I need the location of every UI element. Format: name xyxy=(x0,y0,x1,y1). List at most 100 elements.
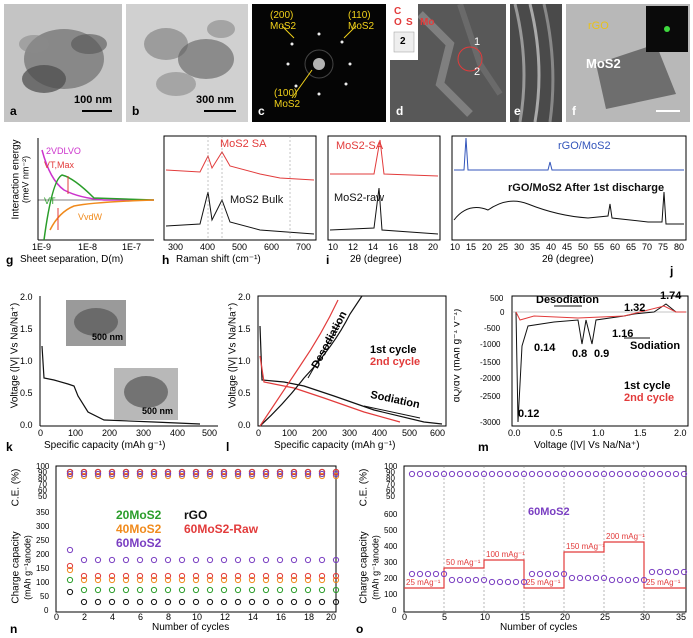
l-xlabel: Specific capacity (mAh g⁻¹) xyxy=(274,440,396,451)
n-legend-rgo: rGO xyxy=(184,508,208,522)
g-curve-vt: VT xyxy=(44,196,56,206)
panel-l: Desodiation Sodiation 1st cycle 2nd cycl… xyxy=(224,286,450,456)
n-ce-marker xyxy=(108,468,116,476)
n-cap-marker xyxy=(80,598,88,606)
n-ce-marker xyxy=(290,468,298,476)
n-ce-marker xyxy=(164,468,172,476)
n-cap-marker xyxy=(108,576,116,584)
n-cap-marker xyxy=(220,572,228,580)
n-ytick-3: 150 xyxy=(36,564,50,573)
o-cap-marker xyxy=(576,574,584,582)
o-cap-marker xyxy=(552,570,560,578)
o-cap-marker xyxy=(432,570,440,578)
n-cap-marker xyxy=(150,576,158,584)
d-legend-o: O xyxy=(394,17,402,28)
n-cap-marker xyxy=(332,556,340,564)
n-cap-marker xyxy=(178,586,186,594)
m-ytick-5: -2000 xyxy=(480,374,501,383)
o-rate-4: 150 mAg⁻¹ xyxy=(566,542,605,551)
n-ytick-5: 250 xyxy=(36,536,50,545)
k-xtick-5: 500 xyxy=(202,428,218,438)
panel-m: Desodiation Sodiation 1.32 1.74 0.14 1.1… xyxy=(454,286,690,456)
n-xtick-3: 6 xyxy=(138,612,144,622)
n-ce-marker xyxy=(122,470,130,478)
n-cap-marker xyxy=(290,572,298,580)
l-ytick-0: 0.0 xyxy=(238,420,251,430)
c-ann-200: (200) xyxy=(270,10,294,21)
j-xtick-7: 45 xyxy=(562,242,573,252)
n-cap-marker xyxy=(150,598,158,606)
o-ce-marker xyxy=(496,470,504,478)
n-ylabel: Charge capacity xyxy=(10,531,22,604)
k-ytick-2: 1.0 xyxy=(20,356,33,366)
n-cap-marker xyxy=(290,598,298,606)
n-ce-marker xyxy=(192,472,200,480)
o-cap-marker xyxy=(608,576,616,584)
n-legend-raw: 60MoS2-Raw xyxy=(184,522,259,536)
n-cap-marker xyxy=(304,586,312,594)
n-ce-marker xyxy=(220,472,228,480)
panel-e: e xyxy=(510,4,562,122)
k-ytick-0: 0.0 xyxy=(20,420,33,430)
n-ce-marker xyxy=(290,472,298,480)
n-cap-marker xyxy=(262,576,270,584)
o-xtick-4: 20 xyxy=(560,612,571,622)
n-ce-marker xyxy=(304,468,312,476)
n-cap-marker xyxy=(66,562,74,570)
n-cap-marker xyxy=(332,586,340,594)
n-ce-marker xyxy=(262,470,270,478)
j-xtick-5: 35 xyxy=(530,242,541,252)
m-ytick-2: -500 xyxy=(484,324,501,333)
o-xlabel: Number of cycles xyxy=(500,622,578,633)
n-xtick-10: 20 xyxy=(326,612,337,622)
o-cap-marker xyxy=(520,578,528,586)
n-ce-marker xyxy=(108,470,116,478)
n-ce-marker xyxy=(108,472,116,480)
o-cap-marker xyxy=(648,568,656,576)
n-ce-marker xyxy=(122,468,130,476)
n-ce-marker xyxy=(220,468,228,476)
n-legend-20: 20MoS2 xyxy=(116,508,162,522)
n-cap-marker xyxy=(178,556,186,564)
scale-bar-a xyxy=(82,110,112,112)
o-ce-marker xyxy=(568,470,576,478)
n-cap-marker xyxy=(206,556,214,564)
n-xtick-1: 2 xyxy=(82,612,88,622)
n-xtick-7: 14 xyxy=(248,612,259,622)
n-cap-marker xyxy=(304,598,312,606)
n-ce-marker xyxy=(164,472,172,480)
panel-label-n: n xyxy=(10,622,18,636)
o-cap-marker xyxy=(544,570,552,578)
l-xtick-1: 100 xyxy=(282,428,298,438)
h-xlabel: Raman shift (cm⁻¹) xyxy=(176,254,261,265)
n-cap-marker xyxy=(108,572,116,580)
n-ce-marker xyxy=(318,472,326,480)
o-ce-marker xyxy=(456,470,464,478)
o-ce-marker xyxy=(504,470,512,478)
n-ce-marker xyxy=(276,472,284,480)
k-xtick-2: 200 xyxy=(102,428,118,438)
m-peak-012: 0.12 xyxy=(518,408,540,420)
o-ce-marker xyxy=(552,470,560,478)
n-cap-marker xyxy=(304,572,312,580)
k-ytick-1: 0.5 xyxy=(20,388,33,398)
o-cap-marker xyxy=(624,576,632,584)
i-xtick-0: 10 xyxy=(328,242,339,252)
m-ytick-7: -3000 xyxy=(480,418,501,427)
dqdv-chart xyxy=(511,295,689,427)
m-xlabel: Voltage (|V| Vs Na/Na⁺) xyxy=(534,440,640,451)
n-cap-marker xyxy=(80,572,88,580)
o-cap-marker xyxy=(416,570,424,578)
n-xtick-6: 12 xyxy=(220,612,231,622)
l-ytick-1: 0.5 xyxy=(238,388,251,398)
l-xtick-4: 400 xyxy=(372,428,388,438)
n-ce-marker xyxy=(136,470,144,478)
o-rate-6: 25 mAg⁻¹ xyxy=(646,578,681,587)
panel-k: 500 nm 500 nm Voltage (|V| Vs Na/Na⁺) 0.… xyxy=(4,286,220,456)
h-xtick-4: 700 xyxy=(296,242,312,252)
h-xtick-3: 600 xyxy=(264,242,280,252)
diffraction-pattern xyxy=(252,4,386,122)
o-cap-marker xyxy=(560,570,568,578)
g-xtick-2: 1E-7 xyxy=(122,242,142,252)
o-ce-marker xyxy=(672,470,680,478)
